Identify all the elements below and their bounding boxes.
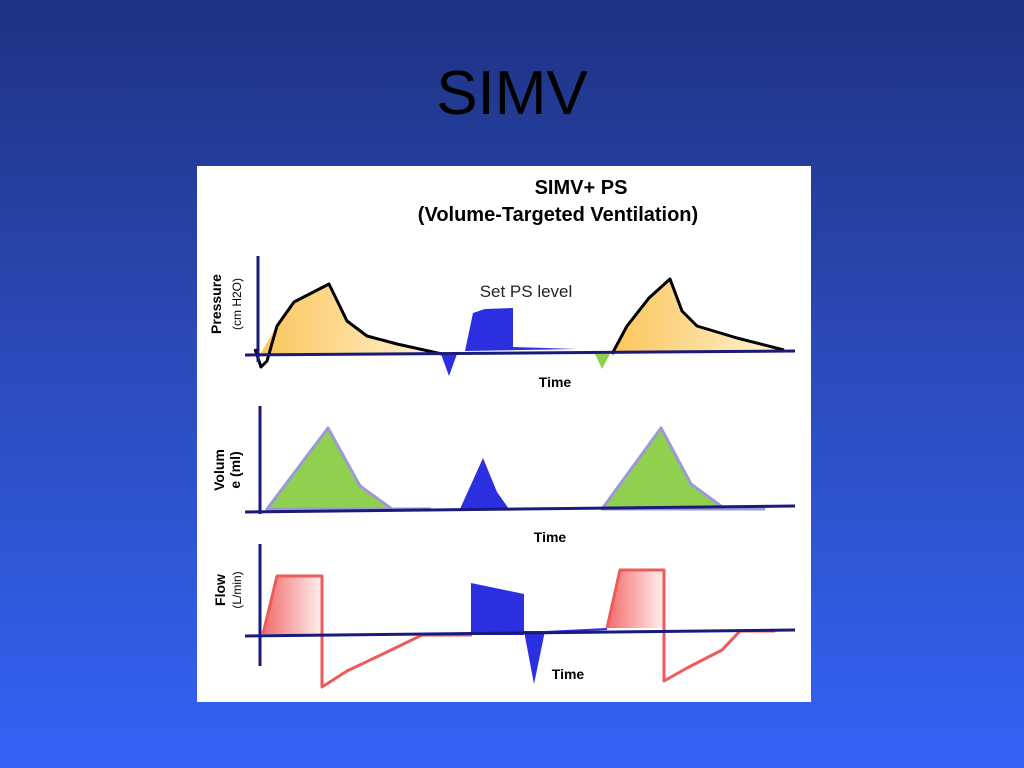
volume-mandatory-breath-2	[600, 426, 727, 511]
flow-spontaneous-exhalation	[524, 631, 545, 684]
volume-mandatory-breath-1	[265, 426, 394, 511]
diagram-subtitle: (Volume-Targeted Ventilation)	[418, 204, 698, 226]
slide-title: SIMV	[436, 59, 588, 128]
pressure-spontaneous-trigger	[441, 354, 457, 376]
simv-ps-diagram: SIMV+ PS (Volume-Targeted Ventilation) T…	[208, 177, 796, 689]
pressure-x-label: Time	[539, 374, 572, 390]
flow-y-label: Flow	[212, 574, 228, 606]
volume-x-axis	[244, 504, 796, 514]
flow-mandatory-breath-1	[263, 576, 322, 634]
pressure-trace-2	[610, 277, 785, 355]
volume-x-label: Time	[534, 529, 567, 545]
volume-y-label-line2: e (ml)	[227, 451, 243, 488]
set-ps-level-annotation: Set PS level	[480, 282, 573, 301]
flow-x-label: Time	[552, 666, 585, 682]
pressure-mandatory-breath-1	[259, 284, 442, 356]
diagram-title: SIMV+ PS	[535, 177, 628, 199]
pressure-y-label: Pressure	[208, 274, 224, 334]
flow-trace-1	[261, 574, 472, 689]
pressure-x-axis	[244, 349, 796, 357]
flow-y-unit: (L/min)	[230, 571, 244, 608]
flow-panel: Time Flow (L/min)	[212, 544, 796, 689]
pressure-mandatory-trigger	[595, 354, 610, 369]
pressure-trace-1	[253, 282, 443, 369]
volume-panel: Time Volum e (ml)	[211, 406, 796, 545]
volume-y-label-line1: Volum	[211, 449, 227, 491]
flow-trace-2	[605, 568, 775, 683]
diagram-panel: SIMV+ PS (Volume-Targeted Ventilation) T…	[197, 166, 811, 702]
volume-spontaneous-breath	[460, 458, 509, 509]
flow-mandatory-breath-2	[607, 570, 664, 628]
pressure-mandatory-breath-2	[612, 279, 784, 354]
flow-spontaneous-breath	[471, 583, 524, 635]
pressure-support-breath	[465, 308, 577, 351]
pressure-panel: Time Set PS level Pressure (cm H2O)	[208, 256, 796, 390]
pressure-y-unit: (cm H2O)	[230, 278, 244, 330]
flow-x-axis	[244, 628, 796, 638]
